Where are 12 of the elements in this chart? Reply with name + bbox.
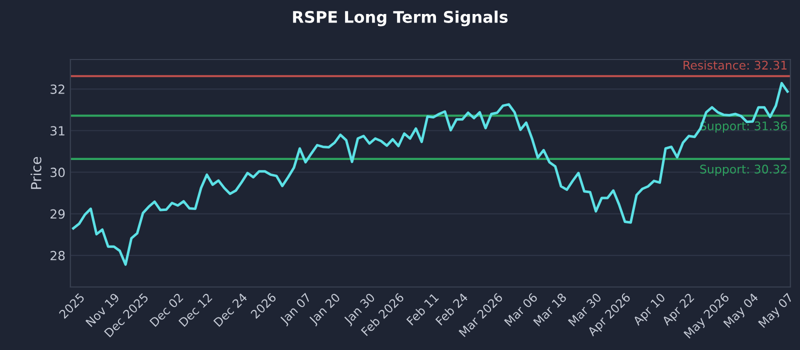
y-tick-label: 31 (50, 126, 64, 136)
x-tick-label: Dec 24 (213, 292, 248, 327)
ref-line-label: Resistance: 32.31 (684, 60, 787, 70)
y-tick-label: 32 (50, 84, 64, 94)
y-tick-label: 28 (50, 250, 65, 260)
x-tick-label: Jan 20 (308, 292, 342, 326)
line-series (72, 82, 789, 266)
y-axis-title: Price (30, 157, 42, 189)
y-tick-label: 29 (50, 209, 65, 219)
y-tick-label: 30 (50, 168, 65, 178)
ref-line-label: Support: 30.32 (700, 164, 786, 176)
chart-title: RSPE Long Term Signals (293, 10, 508, 26)
